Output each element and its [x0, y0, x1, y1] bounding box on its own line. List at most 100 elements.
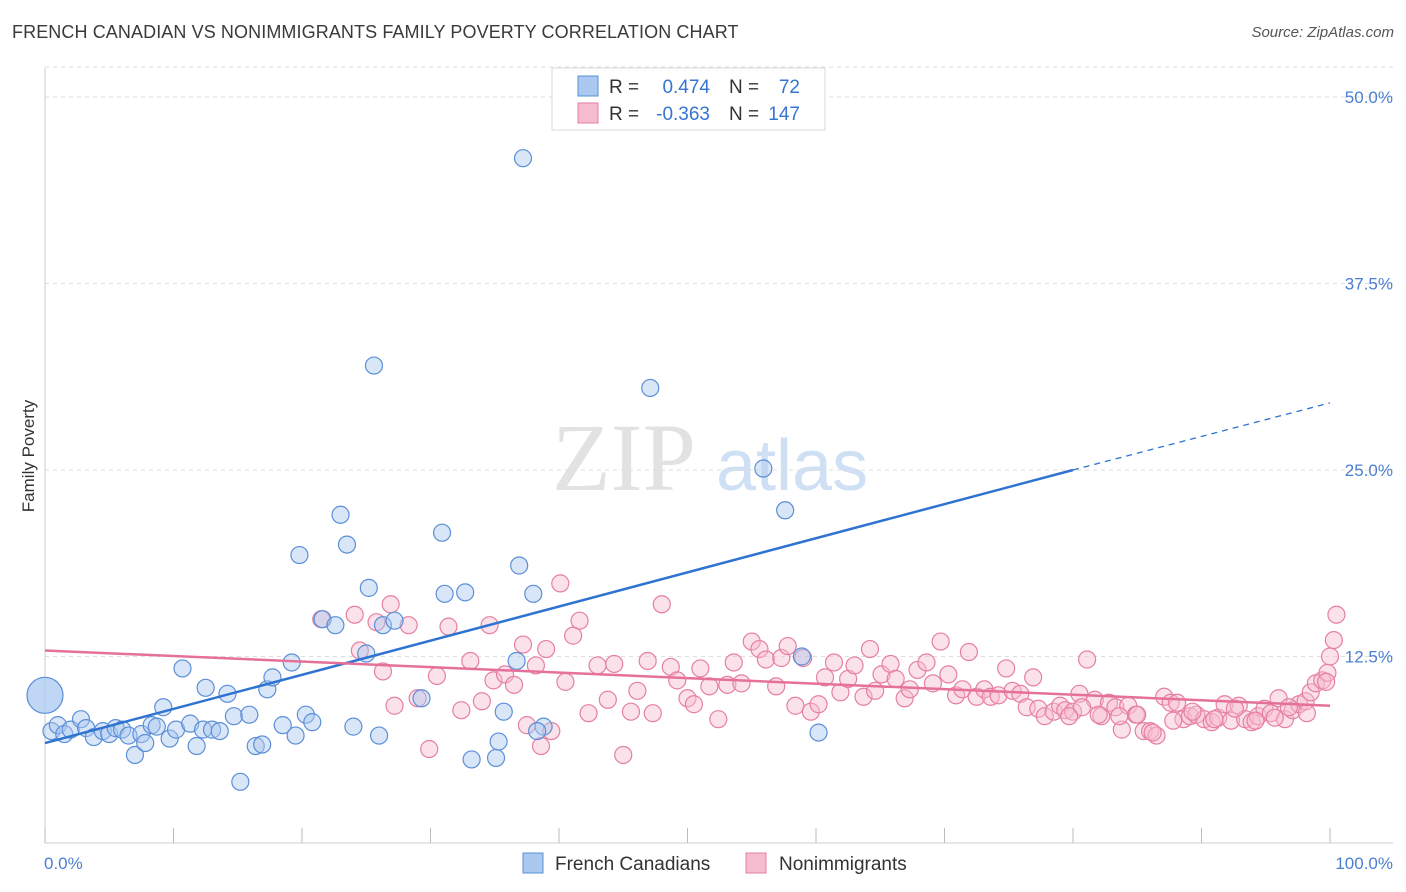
nonimmigrants-point	[452, 701, 471, 720]
nonimmigrants-point	[724, 653, 743, 672]
legend-n-blue: 72	[779, 77, 800, 98]
french-canadians-point	[303, 713, 322, 732]
french-canadians-point	[132, 724, 151, 744]
nonimmigrants-point	[732, 674, 751, 693]
y-tick-labels: 12.5% 25.0% 37.5% 50.0%	[1345, 88, 1393, 667]
french-canadians-point	[776, 501, 795, 520]
legend-n-label-blue: N =	[729, 77, 759, 98]
nonimmigrants-point	[959, 642, 979, 662]
nonimmigrants-point	[579, 704, 598, 723]
french-canadians-point	[754, 459, 773, 478]
nonimmigrants-point	[872, 665, 891, 684]
y-tick-label: 37.5%	[1345, 275, 1393, 294]
french-canadians-point	[456, 583, 475, 602]
legend-label-nonimmigrants: Nonimmigrants	[779, 854, 907, 875]
french-canadians-point	[486, 748, 506, 768]
nonimmigrants-point	[1324, 630, 1343, 650]
french-canadians-point	[435, 584, 454, 603]
french-canadians-point	[202, 720, 222, 739]
french-canadians-point	[462, 750, 481, 769]
nonimmigrants-point	[939, 665, 958, 684]
legend-n-label-pink: N =	[729, 104, 759, 125]
nonimmigrants-point	[1246, 711, 1265, 730]
nonimmigrants-point	[1205, 710, 1224, 729]
nonimmigrants-point	[1035, 707, 1054, 726]
watermark-zip: ZIP	[552, 404, 696, 511]
nonimmigrants-trend-line	[44, 649, 1331, 707]
nonimmigrants-point	[513, 635, 533, 654]
french-canadians-point	[187, 736, 206, 756]
nonimmigrants-point	[588, 656, 607, 675]
french-canadians-point	[524, 584, 543, 603]
french-canadians-point	[528, 721, 547, 741]
french-canadians-trend-line	[44, 468, 1074, 745]
nonimmigrants-point	[1320, 647, 1340, 666]
french-canadians-point	[337, 535, 357, 554]
nonimmigrants-point	[345, 605, 364, 624]
nonimmigrants-point	[484, 671, 503, 690]
french-canadians-point	[331, 505, 350, 524]
nonimmigrants-point	[531, 736, 551, 756]
french-canadians-point	[290, 545, 309, 565]
french-canadians-point	[326, 616, 345, 635]
nonimmigrants-point	[767, 677, 786, 696]
nonimmigrants-point	[809, 695, 828, 714]
y-axis-label: Family Poverty	[19, 399, 38, 512]
x-tick-marks	[44, 828, 1331, 843]
nonimmigrants-point	[628, 681, 647, 700]
nonimmigrants-point	[1225, 699, 1245, 718]
french-canadians-point	[513, 149, 533, 168]
nonimmigrants-point	[598, 690, 617, 709]
x-tick-label-max: 100.0%	[1335, 854, 1393, 873]
nonimmigrants-point	[1143, 723, 1162, 742]
nonimmigrants-point	[504, 675, 524, 694]
nonimmigrants-point	[373, 662, 393, 681]
nonimmigrants-point	[461, 651, 480, 671]
nonimmigrants-point	[742, 632, 761, 651]
nonimmigrants-point	[399, 616, 418, 635]
french-canadians-point	[507, 651, 526, 671]
y-tick-label: 50.0%	[1345, 88, 1393, 107]
french-canadians-point	[344, 717, 363, 736]
gridlines	[45, 66, 1393, 657]
french-canadians-trend-extension	[1072, 402, 1331, 471]
x-tick-label-min: 0.0%	[44, 854, 83, 873]
french-canadians-point	[432, 523, 452, 542]
nonimmigrants-point	[691, 659, 710, 678]
nonimmigrants-point	[1167, 693, 1187, 712]
french-canadians-point	[224, 707, 243, 726]
french-canadians-point	[71, 710, 91, 729]
french-canadians-point	[173, 659, 192, 678]
french-canadians-point	[136, 733, 155, 753]
nonimmigrants-point	[621, 702, 641, 721]
nonimmigrants-point	[997, 659, 1016, 678]
nonimmigrants-point	[778, 636, 797, 656]
nonimmigrants-point	[750, 639, 769, 659]
nonimmigrants-point	[1029, 699, 1048, 718]
french-canadians-point	[26, 676, 64, 714]
nonimmigrants-point	[931, 632, 950, 651]
nonimmigrants-point	[967, 687, 986, 706]
french-canadians-point	[210, 721, 229, 741]
nonimmigrants-point	[756, 650, 775, 669]
french-canadians-point	[160, 729, 179, 748]
nonimmigrants-point	[1317, 672, 1336, 691]
legend-swatch-french-canadians	[522, 852, 544, 874]
y-tick-label: 25.0%	[1345, 461, 1393, 480]
nonimmigrants-point	[643, 704, 662, 723]
y-tick-label: 12.5%	[1345, 648, 1393, 667]
french-canadians-point	[253, 735, 272, 754]
nonimmigrants-point	[408, 689, 427, 708]
nonimmigrants-point	[1089, 705, 1108, 724]
nonimmigrants-point	[1112, 720, 1131, 739]
french-canadians-point	[273, 716, 292, 735]
nonimmigrants-point	[614, 745, 633, 765]
french-canadians-point	[359, 578, 378, 597]
french-canadians-points	[26, 149, 828, 791]
nonimmigrants-point	[570, 611, 589, 630]
french-canadians-point	[792, 647, 811, 666]
legend-r-label-pink: R =	[609, 104, 639, 125]
nonimmigrants-point	[917, 653, 936, 672]
nonimmigrants-point	[854, 687, 873, 706]
nonimmigrants-point	[1024, 668, 1043, 687]
